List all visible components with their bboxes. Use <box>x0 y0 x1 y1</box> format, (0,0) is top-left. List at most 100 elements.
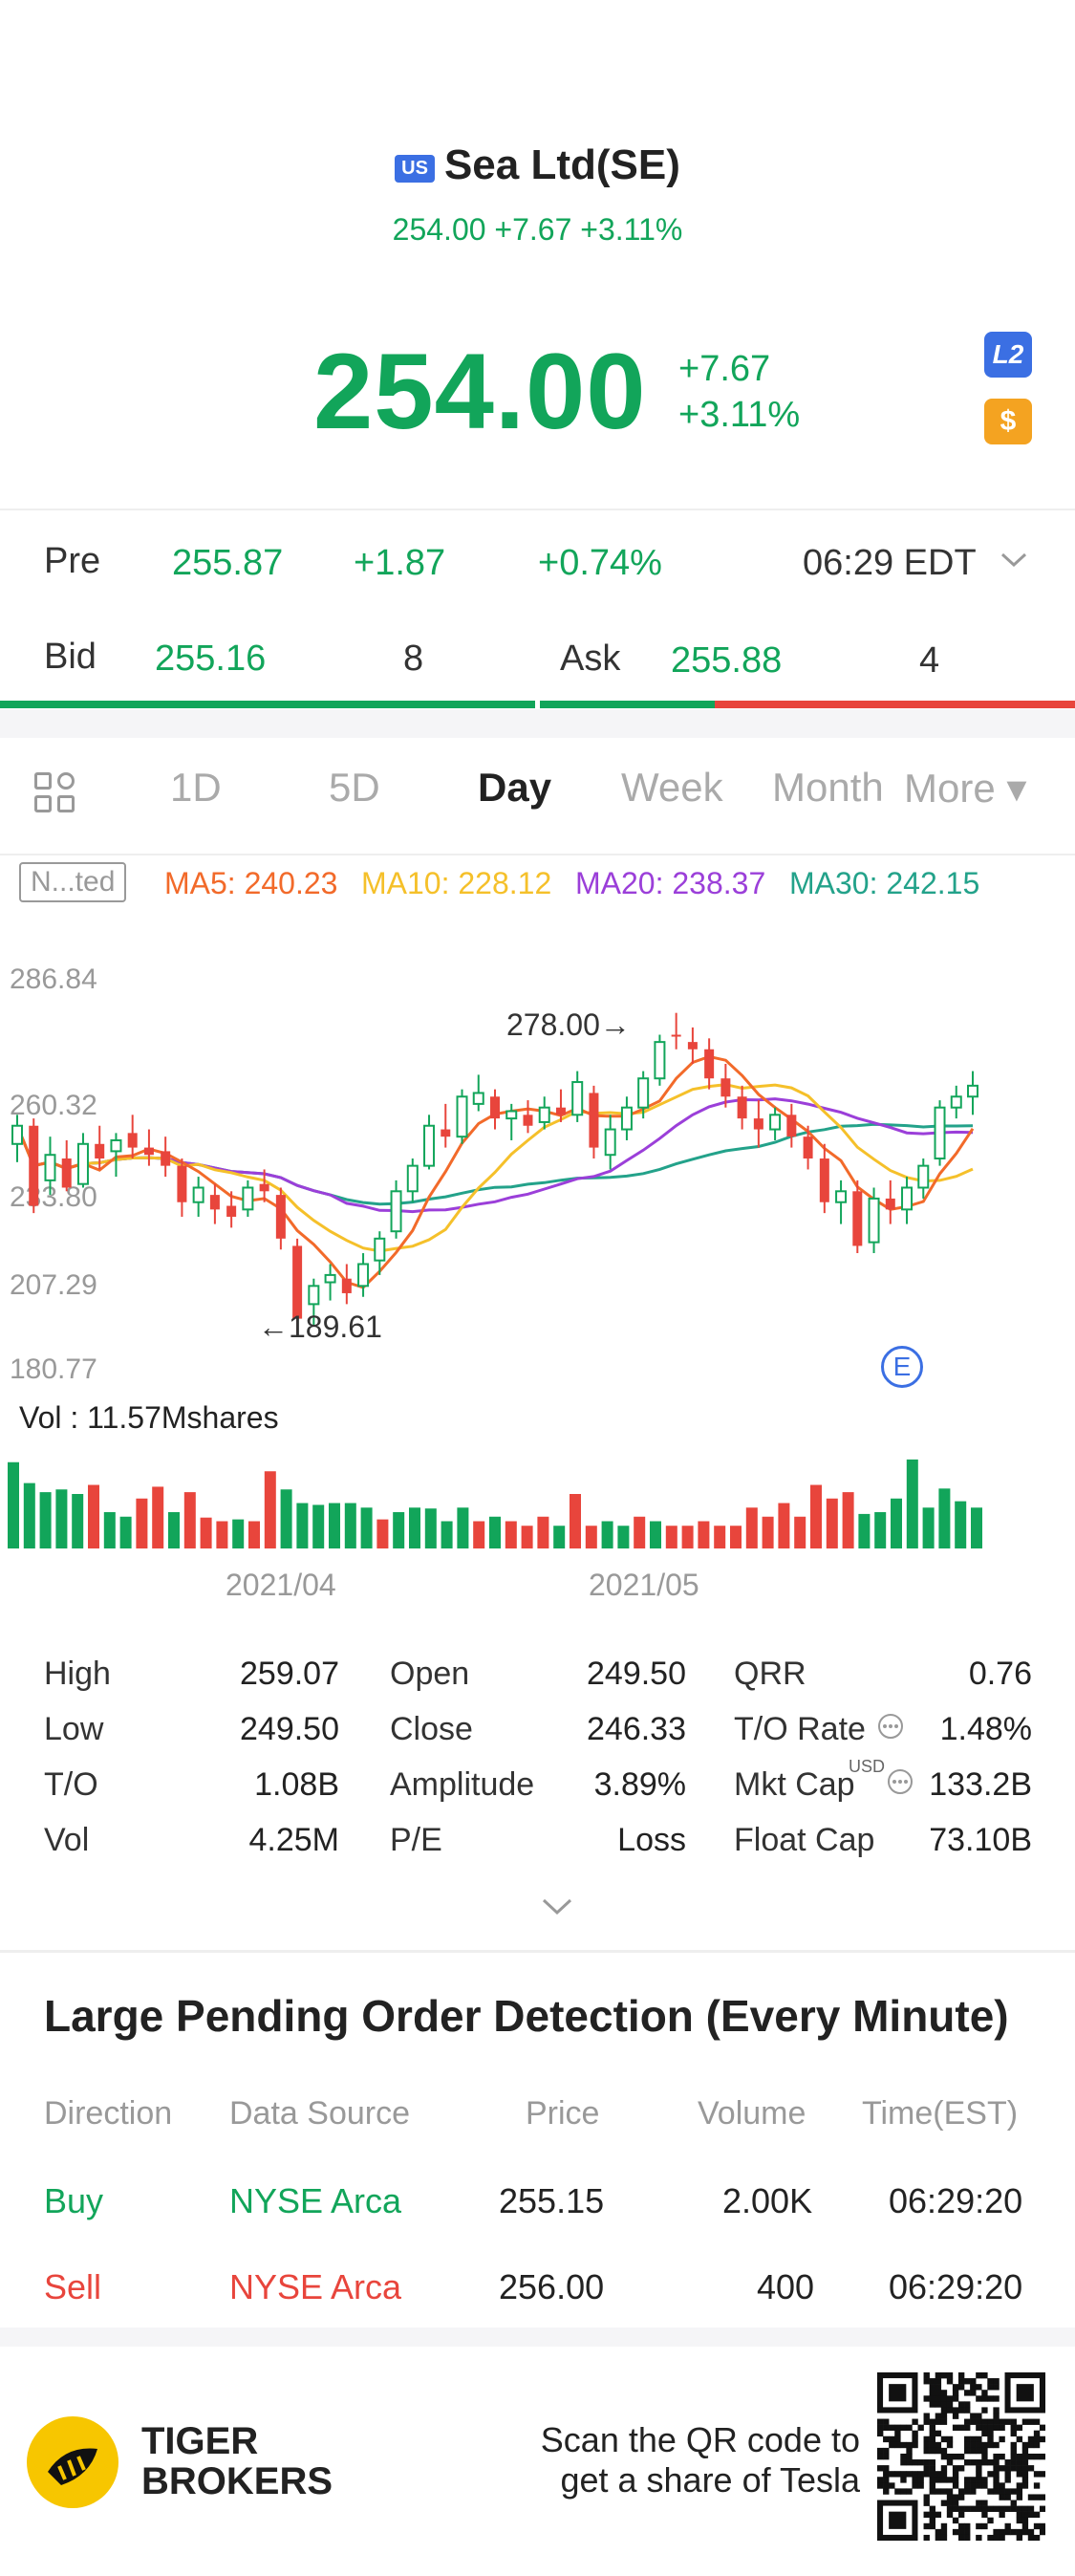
level2-button[interactable]: L2 <box>984 332 1032 378</box>
x-tick: 2021/04 <box>226 1568 336 1602</box>
volume-bar <box>296 1503 309 1548</box>
order-source: NYSE Arca <box>229 2181 402 2220</box>
chevron-down-icon[interactable] <box>1000 551 1028 570</box>
candle <box>259 1169 269 1202</box>
stat-label: Low <box>44 1711 104 1747</box>
order-time: 06:29:20 <box>889 2267 1023 2306</box>
order-volume: 400 <box>757 2267 815 2306</box>
stat-value: 133.2B <box>929 1766 1032 1803</box>
volume-bar <box>88 1484 99 1548</box>
candle <box>950 1085 962 1119</box>
candle <box>917 1158 930 1199</box>
col-header-time: Time(EST) <box>862 2095 1019 2132</box>
volume-bar <box>216 1521 228 1548</box>
x-tick: 2021/05 <box>589 1568 699 1602</box>
qr-code[interactable] <box>877 2372 1045 2541</box>
volume-bar <box>858 1513 871 1548</box>
volume-bar <box>891 1498 902 1548</box>
tab-1d[interactable]: 1D <box>170 765 222 810</box>
stat-label: QRR <box>734 1656 806 1692</box>
candle <box>654 1034 666 1086</box>
candle <box>868 1187 880 1254</box>
promo-line: get a share of Tesla <box>560 2460 860 2500</box>
candle <box>637 1071 650 1119</box>
candle <box>209 1183 220 1224</box>
market-badge: US <box>395 155 435 184</box>
volume-bar <box>473 1521 485 1548</box>
volume-bar <box>874 1512 887 1548</box>
order-price: 256.00 <box>499 2267 605 2306</box>
candle <box>786 1103 797 1148</box>
tab-more[interactable]: More ▾ <box>904 766 1027 811</box>
adjustment-badge[interactable]: N...ted <box>19 862 127 902</box>
tab-5d[interactable]: 5D <box>329 765 380 810</box>
candle <box>769 1107 782 1140</box>
volume-bar <box>312 1504 325 1548</box>
volume-bar <box>521 1526 533 1548</box>
stat-label: Open <box>390 1656 470 1692</box>
candle <box>803 1125 813 1170</box>
candle <box>127 1115 138 1159</box>
volume-bar <box>745 1507 758 1548</box>
volume-bar <box>152 1486 164 1548</box>
col-header-direction: Direction <box>44 2095 173 2132</box>
ask-size: 4 <box>919 640 940 681</box>
info-icon[interactable] <box>887 1768 914 1795</box>
info-icon[interactable] <box>877 1713 904 1740</box>
stat-label: High <box>44 1656 111 1692</box>
bid-size: 8 <box>403 639 424 679</box>
candle <box>819 1143 829 1214</box>
stat-label: Vol <box>44 1822 90 1858</box>
volume-bar <box>424 1508 437 1548</box>
earnings-icon[interactable]: E <box>881 1346 923 1388</box>
candle <box>143 1129 154 1166</box>
candlestick-chart[interactable] <box>0 946 1075 1405</box>
volume-chart[interactable] <box>0 1453 1075 1553</box>
candle <box>472 1074 484 1112</box>
candle <box>901 1177 914 1224</box>
candle <box>226 1191 237 1228</box>
candle <box>737 1085 747 1130</box>
premarket-price: 255.87 <box>172 543 284 583</box>
candle <box>505 1103 518 1140</box>
volume-bar <box>23 1483 35 1548</box>
candle <box>292 1238 303 1333</box>
candle <box>192 1177 204 1217</box>
col-header-volume: Volume <box>698 2095 806 2132</box>
candle <box>110 1133 122 1178</box>
candle <box>61 1139 72 1192</box>
tiger-logo-icon <box>27 2416 118 2508</box>
candle <box>620 1096 633 1140</box>
order-price: 255.15 <box>499 2181 605 2220</box>
divider <box>0 1950 1075 1953</box>
volume-bar <box>714 1526 726 1548</box>
premarket-time[interactable]: 06:29 EDT <box>803 543 977 583</box>
volume-bar <box>665 1526 677 1548</box>
level2-label: L2 <box>992 339 1024 369</box>
order-volume: 2.00K <box>722 2181 813 2220</box>
stat-label: Close <box>390 1711 473 1747</box>
volume-bar <box>376 1519 389 1548</box>
tab-day[interactable]: Day <box>478 765 552 810</box>
volume-bar <box>906 1459 918 1548</box>
grid-icon[interactable] <box>34 772 78 816</box>
ask-label: Ask <box>560 639 621 679</box>
brand-name: TIGER BROKERS <box>141 2421 333 2501</box>
candle <box>456 1089 468 1144</box>
volume-bar <box>360 1507 373 1548</box>
volume-bar <box>955 1501 967 1548</box>
order-direction: Sell <box>44 2267 102 2306</box>
candle <box>885 1180 895 1224</box>
dollar-icon[interactable]: $ <box>984 399 1032 444</box>
pending-order-title: Large Pending Order Detection (Every Min… <box>44 1991 1009 2041</box>
expand-chevron-icon[interactable] <box>541 1896 573 1917</box>
page-title: Sea Ltd(SE) <box>443 141 680 188</box>
volume-bar <box>232 1519 245 1548</box>
ma10-line <box>15 1083 974 1253</box>
order-direction: Buy <box>44 2181 104 2220</box>
divider <box>0 854 1075 855</box>
stat-value: 0.76 <box>968 1656 1032 1692</box>
tab-week[interactable]: Week <box>621 765 723 810</box>
premarket-label: Pre <box>44 541 101 581</box>
tab-month[interactable]: Month <box>772 765 884 810</box>
